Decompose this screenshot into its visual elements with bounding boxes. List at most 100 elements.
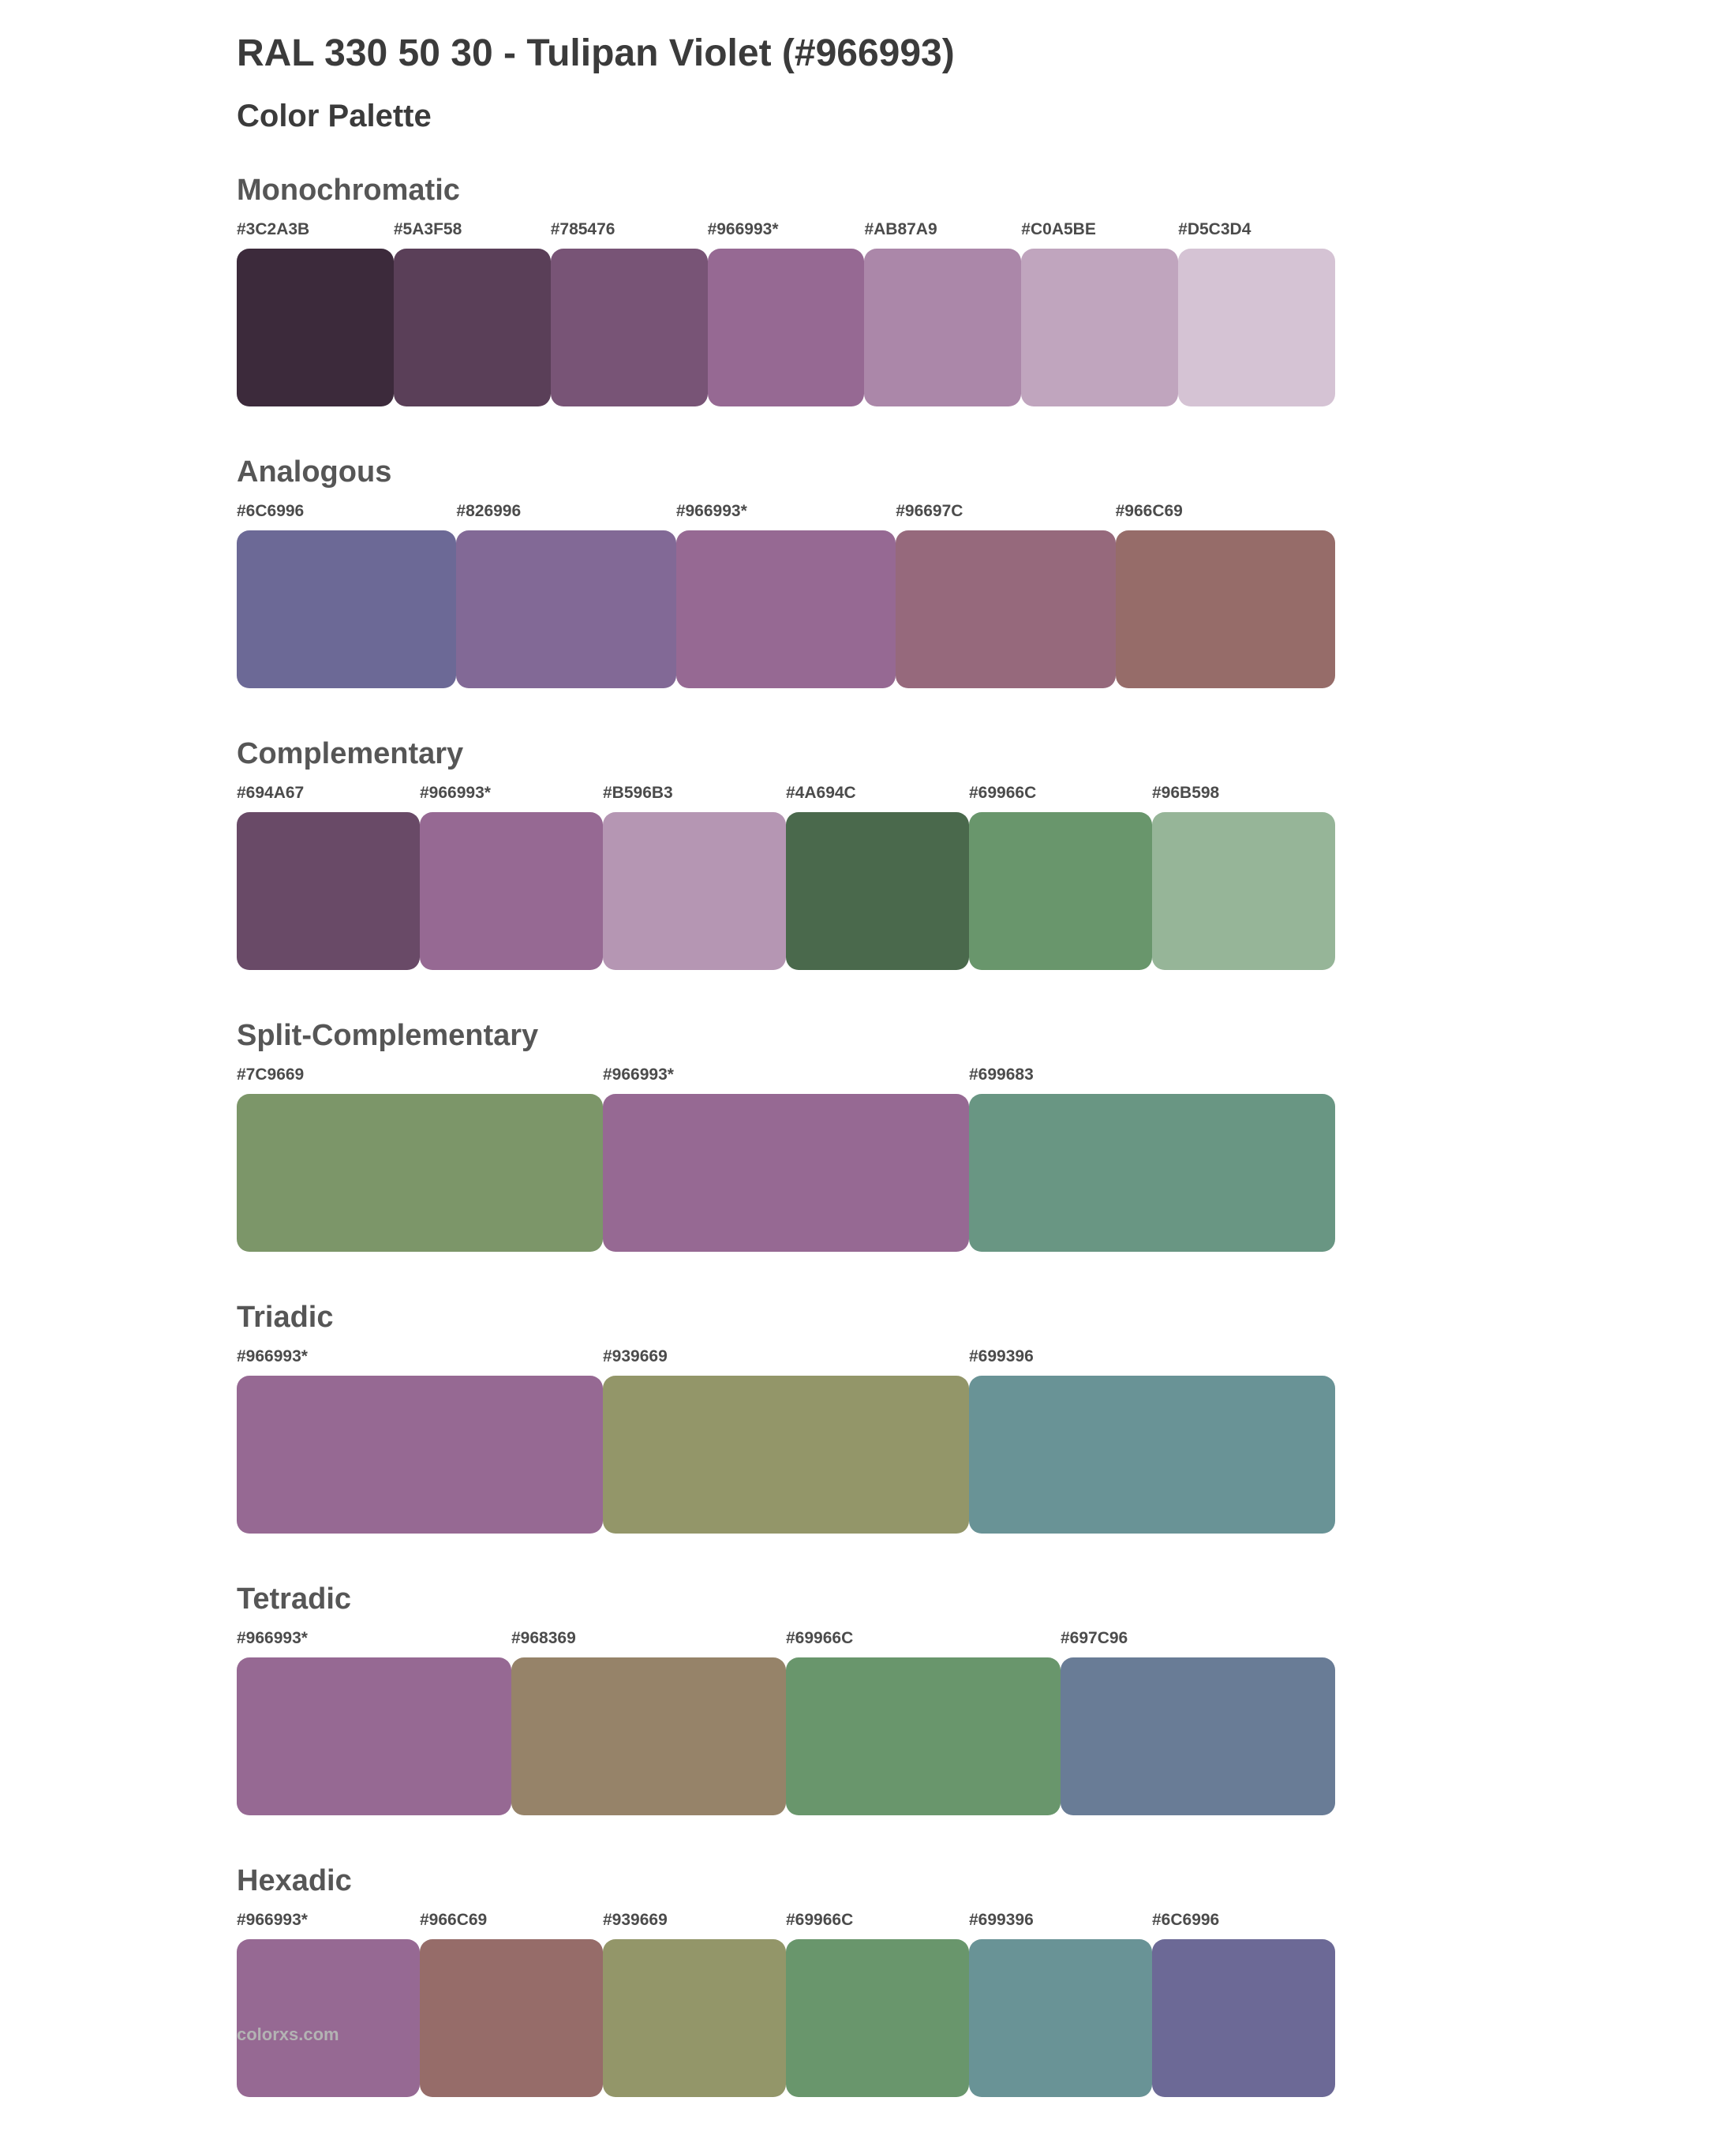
page-subtitle: Color Palette: [237, 99, 432, 133]
color-swatch[interactable]: [237, 249, 394, 406]
swatch-item: #69966C: [786, 1911, 969, 2097]
color-swatch[interactable]: [603, 1094, 969, 1252]
swatch-hex-label: #966C69: [420, 1911, 488, 1929]
swatch-hex-label: #968369: [511, 1629, 576, 1647]
swatch-hex-label: #D5C3D4: [1178, 220, 1251, 238]
palette-section-triadic: Triadic #966993* #939669 #699396: [237, 1301, 1335, 1534]
section-title: Monochromatic: [237, 174, 460, 207]
swatch-item: #968369: [511, 1629, 786, 1815]
color-swatch[interactable]: [864, 249, 1022, 406]
swatch-hex-label: #3C2A3B: [237, 220, 310, 238]
swatch-item: #966993*: [420, 784, 603, 970]
color-swatch[interactable]: [896, 530, 1116, 688]
swatch-item: #939669: [603, 1347, 969, 1534]
color-swatch[interactable]: [969, 1376, 1335, 1534]
swatch-hex-label: #699683: [969, 1066, 1034, 1084]
swatch-item: #D5C3D4: [1178, 220, 1336, 406]
color-swatch[interactable]: [237, 1376, 603, 1534]
section-title: Split-Complementary: [237, 1019, 539, 1052]
color-swatch[interactable]: [786, 1939, 969, 2097]
palette-section-hexadic: Hexadic #966993* #966C69 #939669 #69966C #699…: [237, 1864, 1335, 2097]
swatch-hex-label: #6C6996: [237, 502, 305, 520]
swatch-hex-label: #966993*: [237, 1629, 308, 1647]
color-swatch[interactable]: [1061, 1657, 1335, 1815]
swatch-item: #966993*: [707, 220, 865, 406]
color-swatch[interactable]: [969, 1939, 1152, 2097]
swatch-item: #B596B3: [603, 784, 786, 970]
color-swatch[interactable]: [707, 249, 865, 406]
swatch-row: #966993* #966C69 #939669 #69966C #699396 #6C6…: [237, 1911, 1335, 2097]
swatch-hex-label: #966993*: [420, 784, 491, 802]
swatch-hex-label: #5A3F58: [393, 220, 462, 238]
swatch-hex-label: #966993*: [707, 220, 779, 238]
color-swatch[interactable]: [237, 812, 420, 970]
palette-section-monochromatic: Monochromatic #3C2A3B #5A3F58 #785476 #96699…: [237, 174, 1336, 406]
swatch-hex-label: #69966C: [969, 784, 1037, 802]
swatch-item: #C0A5BE: [1021, 220, 1179, 406]
color-swatch[interactable]: [456, 530, 676, 688]
palette-section-analogous: Analogous #6C6996 #826996 #966993* #96697C #9…: [237, 455, 1336, 688]
swatch-hex-label: #939669: [603, 1911, 668, 1929]
swatch-item: #69966C: [969, 784, 1152, 970]
swatch-hex-label: #966993*: [237, 1347, 308, 1365]
color-swatch[interactable]: [786, 1657, 1061, 1815]
swatch-hex-label: #96B598: [1152, 784, 1220, 802]
color-swatch[interactable]: [550, 249, 708, 406]
color-swatch[interactable]: [1152, 812, 1335, 970]
color-swatch[interactable]: [237, 1657, 511, 1815]
color-swatch[interactable]: [511, 1657, 786, 1815]
swatch-row: #6C6996 #826996 #966993* #96697C #966C69: [237, 502, 1336, 688]
swatch-item: #966993*: [237, 1347, 603, 1534]
swatch-hex-label: #69966C: [786, 1911, 854, 1929]
swatch-item: #826996: [456, 502, 676, 688]
section-title: Tetradic: [237, 1582, 352, 1616]
color-swatch[interactable]: [237, 1094, 603, 1252]
swatch-hex-label: #826996: [456, 502, 522, 520]
swatch-item: #69966C: [786, 1629, 1061, 1815]
color-swatch[interactable]: [1021, 249, 1179, 406]
section-title: Triadic: [237, 1301, 334, 1334]
swatch-hex-label: #939669: [603, 1347, 668, 1365]
color-swatch[interactable]: [675, 530, 896, 688]
swatch-item: #785476: [550, 220, 708, 406]
swatch-hex-label: #96697C: [896, 502, 963, 520]
color-swatch[interactable]: [786, 812, 969, 970]
swatch-row: #966993* #968369 #69966C #697C96: [237, 1629, 1335, 1815]
swatch-hex-label: #966993*: [237, 1911, 308, 1929]
color-swatch[interactable]: [420, 812, 603, 970]
palette-section-split-complementary: Split-Complementary #7C9669 #966993* #69968…: [237, 1019, 1335, 1252]
color-swatch[interactable]: [1178, 249, 1336, 406]
swatch-row: #7C9669 #966993* #699683: [237, 1066, 1335, 1252]
color-swatch[interactable]: [603, 1939, 786, 2097]
color-swatch[interactable]: [969, 812, 1152, 970]
swatch-item: #AB87A9: [864, 220, 1022, 406]
swatch-item: #96B598: [1152, 784, 1335, 970]
swatch-item: #5A3F58: [393, 220, 551, 406]
swatch-hex-label: #69966C: [786, 1629, 854, 1647]
palette-section-tetradic: Tetradic #966993* #968369 #69966C #697C96: [237, 1582, 1335, 1815]
color-swatch[interactable]: [1152, 1939, 1335, 2097]
color-swatch[interactable]: [603, 1376, 969, 1534]
swatch-item: #966993*: [237, 1629, 511, 1815]
swatch-item: #697C96: [1061, 1629, 1335, 1815]
swatch-hex-label: #697C96: [1061, 1629, 1128, 1647]
swatch-hex-label: #966993*: [603, 1066, 674, 1084]
color-swatch[interactable]: [1115, 530, 1336, 688]
section-title: Hexadic: [237, 1864, 352, 1897]
color-swatch[interactable]: [237, 1939, 420, 2097]
swatch-hex-label: #966993*: [675, 502, 747, 520]
swatch-hex-label: #6C6996: [1152, 1911, 1220, 1929]
color-swatch[interactable]: [603, 812, 786, 970]
color-swatch[interactable]: [969, 1094, 1335, 1252]
swatch-hex-label: #4A694C: [786, 784, 856, 802]
color-swatch[interactable]: [237, 530, 457, 688]
color-swatch[interactable]: [393, 249, 551, 406]
color-swatch[interactable]: [420, 1939, 603, 2097]
footer-site-link[interactable]: colorxs.com: [237, 2024, 339, 2044]
swatch-item: #966993*: [603, 1066, 969, 1252]
swatch-row: #694A67 #966993* #B596B3 #4A694C #69966C #96B…: [237, 784, 1335, 970]
swatch-item: #939669: [603, 1911, 786, 2097]
page-title: RAL 330 50 30 - Tulipan Violet (#966993): [237, 32, 955, 74]
swatch-row: #966993* #939669 #699396: [237, 1347, 1335, 1534]
swatch-item: #966C69: [420, 1911, 603, 2097]
